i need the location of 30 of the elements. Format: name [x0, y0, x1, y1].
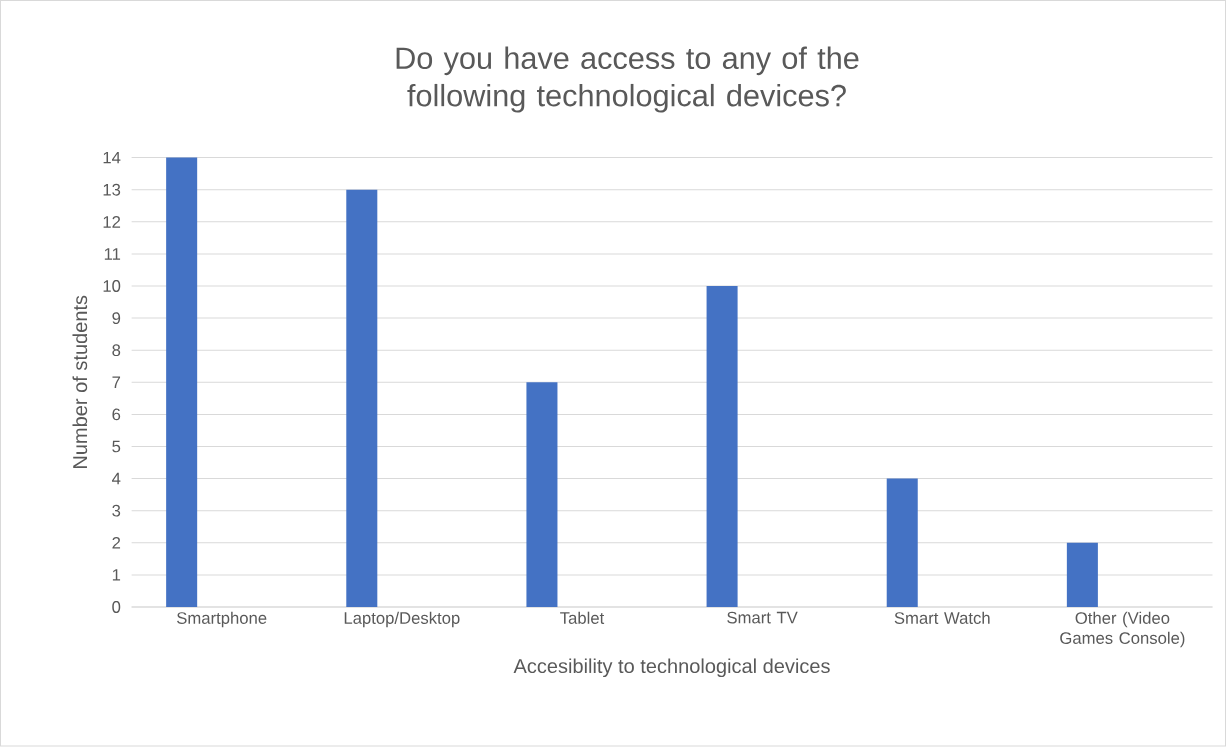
x-tick-label: Other (Video Games Console): [1060, 611, 1185, 648]
y-tick-label: 6: [112, 408, 121, 421]
y-tick-label: 5: [112, 440, 121, 453]
x-tick-label: Smart TV: [727, 611, 798, 624]
y-tick-label: 12: [103, 216, 121, 228]
y-tick-label: 4: [112, 473, 121, 485]
y-tick-label: 13: [103, 184, 121, 196]
bar: [1066, 542, 1098, 608]
y-tick-label: 11: [104, 248, 121, 260]
y-tick-label: 2: [112, 537, 121, 549]
bar: [526, 382, 558, 608]
chart-title: Do you have access to any of the following technological devices?: [396, 46, 859, 113]
bar: [166, 157, 198, 608]
y-tick-label: 1: [112, 569, 121, 581]
bar: [706, 286, 738, 608]
y-tick-label: 3: [112, 505, 121, 517]
x-tick-label: Laptop/Desktop: [344, 611, 460, 628]
x-tick-label: Smart Watch: [894, 611, 990, 625]
y-tick-label: 10: [103, 280, 121, 293]
y-axis-title: Number of students: [72, 295, 88, 469]
y-tick-label: 8: [112, 344, 121, 357]
x-axis-title: Accesibility to technological devices: [513, 658, 830, 678]
y-tick-label: 14: [103, 152, 121, 164]
x-tick-label: Tablet: [560, 611, 605, 625]
bar: [886, 478, 918, 608]
y-tick-label: 9: [112, 312, 121, 325]
x-tick-label: Smartphone: [177, 611, 267, 628]
y-tick-label: 7: [112, 376, 121, 389]
y-tick-label: 0: [112, 601, 121, 614]
bar: [346, 189, 378, 608]
